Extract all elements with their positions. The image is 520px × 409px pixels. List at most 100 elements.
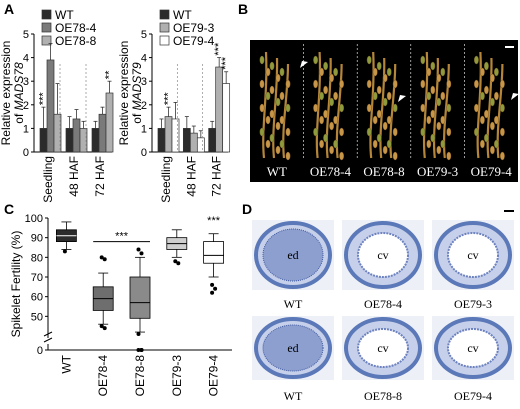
x-tick-label: OE78-4 [96, 355, 110, 397]
spikelet [376, 85, 382, 95]
spikelet [339, 103, 344, 113]
spikelet [339, 151, 344, 161]
spikelet [275, 121, 281, 131]
spikelet [473, 127, 479, 137]
section-inner-label: ed [287, 248, 298, 262]
panicle-branch [496, 63, 504, 159]
outlier-point [139, 251, 144, 256]
y-tick-label: 5 [141, 29, 147, 41]
legend-label: WT [55, 8, 74, 22]
spikelet [265, 91, 271, 101]
spikelet [499, 103, 505, 113]
legend-swatch [41, 22, 52, 33]
spikelet [339, 79, 344, 89]
spikelet [259, 55, 265, 65]
spikelet [333, 67, 338, 77]
significance-label: *** [213, 42, 225, 56]
spikelet [376, 61, 382, 71]
section-label: OE78-8 [364, 389, 402, 403]
spikelet [265, 139, 271, 149]
cavity [357, 328, 409, 368]
x-tick-label: 48 HAF [67, 156, 81, 197]
spikelet [313, 127, 318, 137]
spikelet [426, 91, 432, 101]
spikelet [392, 103, 398, 113]
spikelet [323, 61, 328, 71]
panicle-branch [389, 63, 397, 159]
spikelet [372, 139, 378, 149]
spikelet [269, 109, 275, 119]
legend-label: OE78-4 [55, 21, 97, 35]
spikelet [313, 79, 318, 89]
y-label-line1: Relative expression [117, 41, 131, 146]
spikelet [479, 67, 485, 77]
panicle-label: OE78-8 [363, 164, 404, 179]
panicle-branch [379, 57, 386, 159]
section-label: OE79-4 [454, 389, 492, 403]
spikelet [366, 79, 372, 89]
panicle-branch [486, 57, 493, 159]
bar [182, 128, 191, 153]
outlier-point [173, 259, 178, 264]
section-label: WT [284, 297, 303, 311]
outlier-point [99, 324, 104, 329]
section-label: OE79-3 [454, 297, 492, 311]
spikelet [269, 133, 275, 143]
spikelet [436, 73, 442, 83]
panicle-label: OE78-4 [310, 164, 352, 179]
panicle-branch [335, 63, 343, 159]
legend-swatch [159, 9, 170, 20]
spikelet [446, 79, 452, 89]
spikelet [430, 133, 436, 143]
outlier-point [102, 326, 107, 331]
spikelet [323, 85, 328, 95]
spikelet [436, 145, 442, 155]
spikelet [275, 97, 281, 107]
outlier-point [213, 286, 218, 291]
panicle-branch [432, 57, 439, 159]
x-tick-label: OE79-3 [170, 355, 184, 397]
spikelet [436, 97, 442, 107]
significance-label: *** [115, 231, 129, 243]
y-label-line2: of MADS78 [12, 62, 26, 124]
y-tick-label: 5 [23, 29, 29, 41]
spikelet [426, 67, 432, 77]
spikelet [259, 127, 265, 137]
bar [157, 128, 166, 153]
y-tick-label: 4 [141, 53, 147, 65]
spikelet [372, 67, 378, 77]
spikelet [259, 103, 265, 113]
spikelet [333, 91, 338, 101]
spikelet [386, 91, 392, 101]
outlier-point [62, 249, 67, 254]
box [203, 241, 225, 264]
panicle-branch [262, 51, 268, 159]
bar [171, 118, 180, 153]
spikelet [420, 127, 426, 137]
y-axis-label: Spikelet Fertility (%) [9, 231, 23, 338]
y-tick-label: 0 [37, 345, 43, 357]
spikelet [279, 139, 285, 149]
spikelet [479, 115, 485, 125]
arrow-marker [300, 61, 308, 68]
significance-label: *** [220, 56, 232, 70]
spikelet [436, 121, 442, 131]
x-tick-label: Seedling [159, 156, 173, 203]
spikelet [285, 103, 291, 113]
panicle-label: WT [267, 164, 287, 179]
spikelet [319, 91, 324, 101]
box [129, 276, 151, 319]
spikelet [285, 79, 291, 89]
section-inner-label: cv [467, 341, 478, 355]
panicle-branch [282, 63, 290, 159]
spikelet [473, 103, 479, 113]
chart-c-fertility: 50 60 70 80 90 100 0 Spikelet Fertility (%) WT OE… [9, 213, 232, 396]
spikelet [473, 79, 479, 89]
spikelet [329, 97, 334, 107]
spikelet [483, 85, 489, 95]
legend-label: OE79-4 [173, 34, 215, 48]
spikelet [430, 85, 436, 95]
spikelet [493, 115, 499, 125]
panicle-label: OE79-3 [417, 164, 458, 179]
